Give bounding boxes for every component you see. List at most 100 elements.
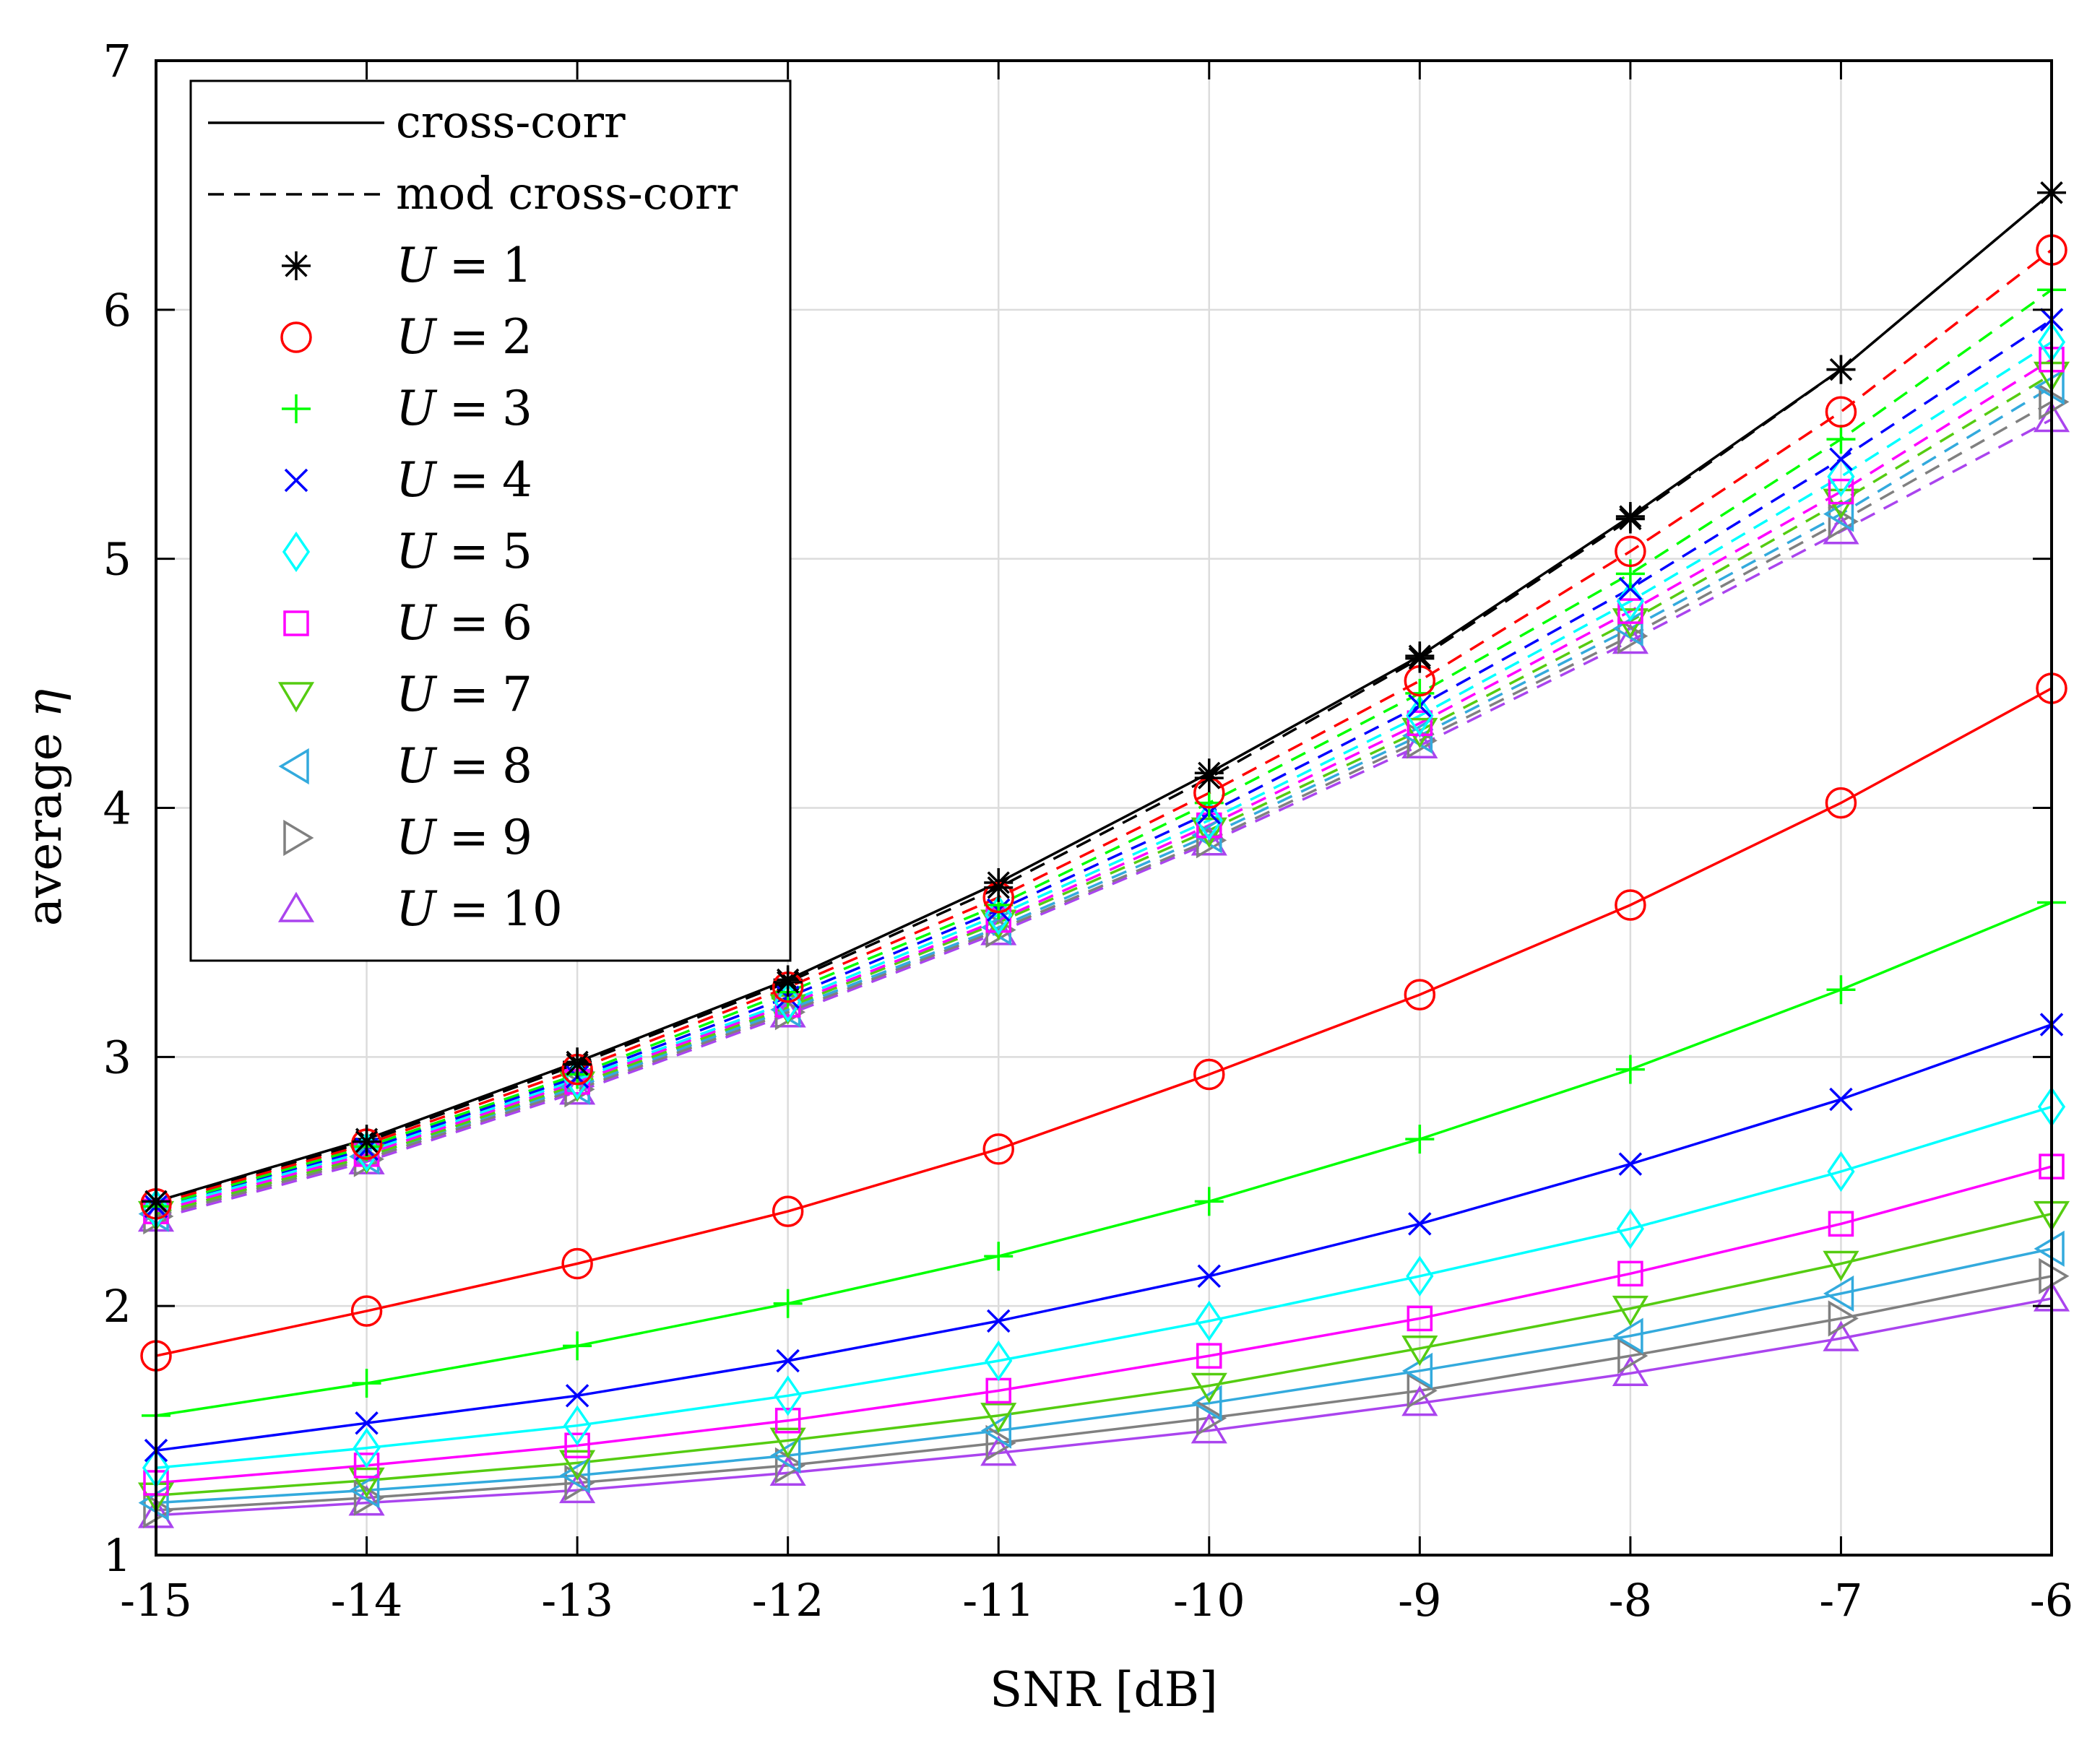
series-line-dashed-u6 [155,358,2052,1213]
data-point-dashed-u1 [984,873,1014,902]
y-axis-label-prefix: average [17,717,72,926]
x-axis-label: SNR [dB] [990,1662,1218,1718]
legend-label-dashed: mod cross-corr [396,167,738,220]
data-point-dashed-u2 [1615,535,1646,568]
x-tick-label: -7 [1819,1574,1862,1627]
data-point-solid-u9 [143,1492,174,1529]
y-tick-label: 3 [103,1031,131,1083]
data-point-solid-u8 [1823,1275,1854,1312]
series-line-dashed-u2 [155,248,2053,1206]
x-tick-label: -10 [1173,1574,1245,1627]
data-point-solid-u4 [565,1384,589,1408]
legend-marker-u9 [283,819,314,857]
data-point-solid-u9 [774,1447,806,1484]
data-point-solid-u9 [1407,1372,1438,1409]
data-point-dashed-u4 [1618,576,1643,601]
series-line-solid-u3 [155,901,2052,1417]
data-point-dashed-u6 [1617,598,1643,624]
data-point-solid-u3 [984,1242,1014,1271]
data-point-solid-u2 [1615,889,1646,921]
data-point-solid-u7 [769,1427,806,1458]
data-point-solid-u7 [559,1450,596,1481]
data-point-solid-u4 [1408,1212,1432,1236]
data-point-solid-u8 [349,1472,380,1509]
legend-label-u8: U = 8 [396,738,532,794]
data-point-solid-u8 [980,1412,1011,1449]
series-line-solid-u1 [155,191,2053,1203]
series-line-solid-u4 [155,1023,2052,1452]
y-tick-label: 6 [103,284,131,337]
series-line-solid-u5 [155,1105,2052,1470]
x-tick-label: -8 [1609,1574,1652,1627]
y-tick-label: 4 [103,782,131,835]
data-point-solid-u4 [1829,1087,1853,1112]
data-point-solid-u2 [1825,787,1857,819]
series-line-dashed-u4 [155,319,2052,1208]
data-point-solid-u2 [982,1133,1014,1165]
legend-marker-u6 [283,610,309,636]
x-tick-label: -14 [331,1574,403,1627]
series-line-solid-u8 [155,1247,2052,1505]
data-point-dashed-u9 [1196,822,1227,859]
data-point-dashed-u8 [2034,368,2065,405]
data-point-solid-u9 [985,1424,1016,1461]
data-point-dashed-u5 [1195,800,1223,841]
data-point-solid-u7 [980,1403,1017,1434]
data-point-solid-u3 [1194,1187,1224,1216]
data-point-solid-u9 [1617,1338,1649,1375]
data-point-solid-u5 [563,1405,592,1446]
data-point-solid-u6 [1828,1211,1854,1237]
data-point-solid-u10 [1823,1320,1859,1351]
legend-marker-u4 [284,468,308,493]
data-point-solid-u5 [353,1427,381,1468]
y-axis-label: average η [17,689,72,926]
series-line-solid-u2 [155,687,2052,1357]
y-tick-label: 7 [103,35,131,87]
data-point-dashed-u1 [773,967,803,997]
data-point-solid-u2 [561,1247,593,1280]
data-point-solid-u10 [1191,1413,1227,1444]
data-point-solid-u9 [1196,1400,1227,1437]
x-tick-label: -9 [1398,1574,1441,1627]
data-point-dashed-u10 [1823,514,1859,545]
data-point-solid-u3 [563,1331,592,1361]
data-point-solid-u9 [1828,1300,1859,1337]
legend-label-u3: U = 3 [396,381,532,436]
data-point-solid-u6 [1407,1305,1433,1332]
legend-marker-u5 [282,531,311,573]
data-point-solid-u6 [1196,1343,1222,1369]
legend: cross-corr mod cross-corr U = 1 U = 2 U = 3 U = 4 U = 5 U… [189,79,792,962]
data-point-solid-u2 [772,1195,804,1227]
data-point-dashed-u1 [1615,504,1645,534]
x-tick-label: -6 [2030,1574,2073,1627]
data-point-dashed-u8 [1612,610,1643,647]
data-point-dashed-u1 [1405,644,1435,673]
data-point-solid-u8 [770,1437,801,1474]
data-point-solid-u10 [980,1435,1017,1466]
legend-label-u2: U = 2 [396,309,532,365]
data-point-solid-u4 [986,1309,1011,1333]
data-point-dashed-u1 [1826,355,1856,384]
series-line-solid-u9 [155,1275,2052,1512]
data-point-solid-u2 [1193,1058,1225,1091]
series-line-solid-u6 [155,1165,2052,1484]
data-point-dashed-u9 [2039,384,2070,420]
legend-marker-u7 [277,682,315,713]
data-point-solid-u4 [1197,1264,1222,1289]
series-line-dashed-u1 [155,191,2053,1203]
data-point-solid-u8 [559,1457,590,1494]
data-point-dashed-u1 [1194,763,1224,793]
data-point-solid-u7 [1823,1250,1859,1281]
legend-label-u1: U = 1 [396,238,532,293]
data-point-solid-u7 [1612,1295,1649,1327]
data-point-dashed-u1 [563,1049,592,1079]
data-point-solid-u10 [1612,1355,1649,1387]
data-point-solid-u2 [1404,979,1436,1010]
legend-marker-u2 [280,321,312,353]
data-point-dashed-u3 [1615,559,1645,589]
x-tick-label: -12 [752,1574,824,1627]
data-point-solid-u2 [350,1295,383,1327]
data-point-dashed-u5 [1827,456,1855,497]
data-point-solid-u5 [1827,1151,1855,1193]
